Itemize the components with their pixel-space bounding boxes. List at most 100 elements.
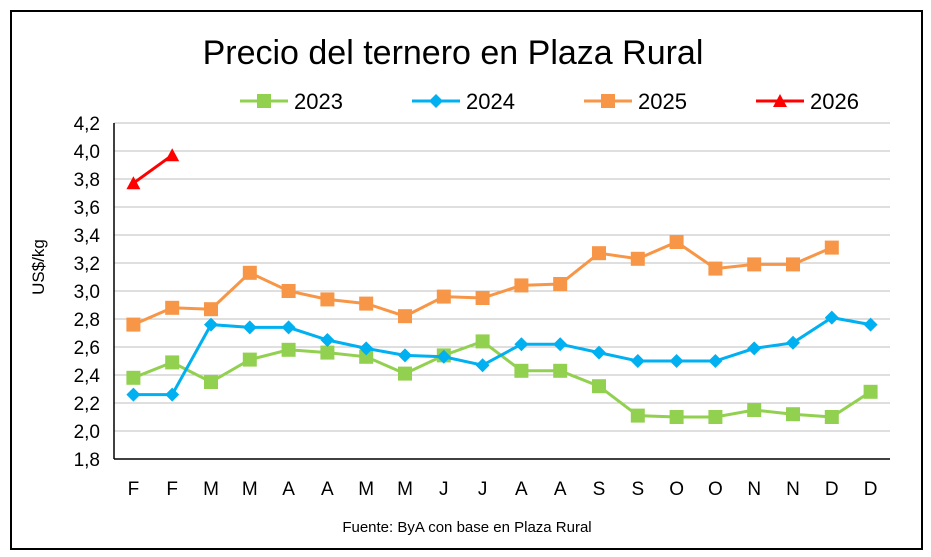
- data-point: [514, 278, 529, 293]
- x-tick-label: A: [554, 479, 567, 500]
- x-tick-label: M: [397, 479, 413, 500]
- data-point: [747, 403, 762, 417]
- y-axis-label: US$/kg: [29, 239, 48, 295]
- data-point: [398, 309, 412, 324]
- data-point: [863, 317, 878, 332]
- y-tick-label: 4,2: [74, 114, 100, 135]
- data-point: [592, 345, 606, 360]
- x-tick-label: F: [166, 479, 178, 500]
- data-point: [824, 240, 839, 255]
- data-point: [126, 387, 141, 402]
- data-point: [126, 176, 141, 190]
- data-point: [630, 408, 645, 423]
- data-point: [204, 302, 218, 317]
- data-point: [630, 354, 645, 368]
- data-point: [359, 296, 374, 311]
- legend-label: 2025: [638, 89, 687, 114]
- legend-item-2025: 2025: [584, 89, 687, 114]
- data-point: [165, 300, 180, 315]
- series-2024: [126, 310, 878, 402]
- y-tick-label: 3,6: [74, 198, 100, 219]
- x-tick-label: D: [825, 479, 839, 500]
- data-point: [824, 310, 839, 325]
- data-point: [669, 235, 684, 249]
- x-tick-label: M: [358, 479, 374, 500]
- axes: 1,8 2,0 2,2 2,4 2,6 2,8 3,0 3,2 3,4 3,6 3,8 4,0 4,2 F…: [74, 114, 890, 500]
- series-line: [132, 153, 174, 185]
- legend-label: 2026: [810, 89, 859, 114]
- x-tick-label: A: [282, 479, 295, 500]
- data-point: [708, 354, 723, 368]
- data-point: [592, 379, 606, 394]
- legend: 2023 2024 2025 2026: [240, 89, 859, 114]
- data-point: [747, 341, 762, 356]
- x-tick-label: S: [593, 479, 606, 500]
- data-point: [242, 265, 257, 280]
- data-point: [320, 292, 335, 307]
- y-tick-label: 2,4: [74, 366, 101, 387]
- data-point: [281, 320, 296, 335]
- y-tick-label: 3,2: [74, 254, 100, 275]
- data-point: [601, 94, 615, 108]
- data-point: [398, 348, 412, 363]
- y-tick-label: 3,0: [74, 282, 100, 303]
- y-tick-label: 3,8: [74, 170, 100, 191]
- data-point: [320, 345, 335, 360]
- data-point: [786, 335, 800, 350]
- data-point: [553, 277, 568, 291]
- data-point: [204, 375, 218, 389]
- data-point: [126, 370, 141, 385]
- data-point: [242, 320, 257, 335]
- data-point: [281, 342, 296, 357]
- data-point: [359, 341, 374, 356]
- data-point: [436, 289, 451, 304]
- data-point: [165, 387, 180, 402]
- x-tick-label: J: [439, 479, 449, 500]
- data-point: [359, 349, 374, 364]
- data-point: [553, 363, 568, 378]
- data-point: [320, 333, 335, 347]
- x-tick-label: O: [669, 479, 684, 500]
- x-tick-label: S: [631, 479, 644, 500]
- data-point: [669, 354, 684, 368]
- series-2025: [126, 235, 839, 332]
- data-point: [863, 384, 878, 399]
- x-tick-label: N: [747, 479, 761, 500]
- y-tick-label: 2,2: [74, 394, 100, 415]
- legend-label: 2024: [466, 89, 515, 114]
- y-tick-label: 2,0: [74, 422, 100, 443]
- x-tick-label: D: [864, 479, 878, 500]
- data-point: [553, 337, 568, 352]
- x-tick-label: A: [515, 479, 528, 500]
- data-point: [773, 94, 787, 107]
- chart-frame: Precio del ternero en Plaza Rural 2023 20…: [10, 10, 923, 550]
- x-tick-label: A: [321, 479, 334, 500]
- chart-title: Precio del ternero en Plaza Rural: [203, 34, 704, 72]
- legend-item-2026: 2026: [756, 89, 859, 114]
- data-point: [475, 334, 490, 349]
- data-point: [747, 257, 762, 272]
- legend-item-2024: 2024: [412, 89, 515, 114]
- legend-item-2023: 2023: [240, 89, 343, 114]
- series-group: [126, 148, 878, 424]
- series-line: [132, 240, 833, 326]
- data-point: [514, 337, 529, 352]
- data-point: [514, 363, 529, 378]
- y-tick-label: 1,8: [74, 450, 100, 471]
- data-point: [592, 246, 606, 261]
- x-tick-label: O: [708, 479, 723, 500]
- data-point: [708, 261, 723, 276]
- x-tick-label: F: [128, 479, 140, 500]
- data-point: [429, 94, 443, 108]
- data-point: [824, 410, 839, 424]
- data-point: [242, 352, 257, 367]
- data-point: [708, 410, 723, 424]
- legend-label: 2023: [294, 89, 343, 114]
- data-point: [281, 284, 296, 298]
- data-point: [204, 317, 218, 332]
- data-point: [257, 94, 271, 108]
- data-point: [436, 349, 451, 364]
- data-point: [786, 257, 800, 272]
- x-tick-label: M: [242, 479, 258, 500]
- series-2026: [126, 148, 180, 190]
